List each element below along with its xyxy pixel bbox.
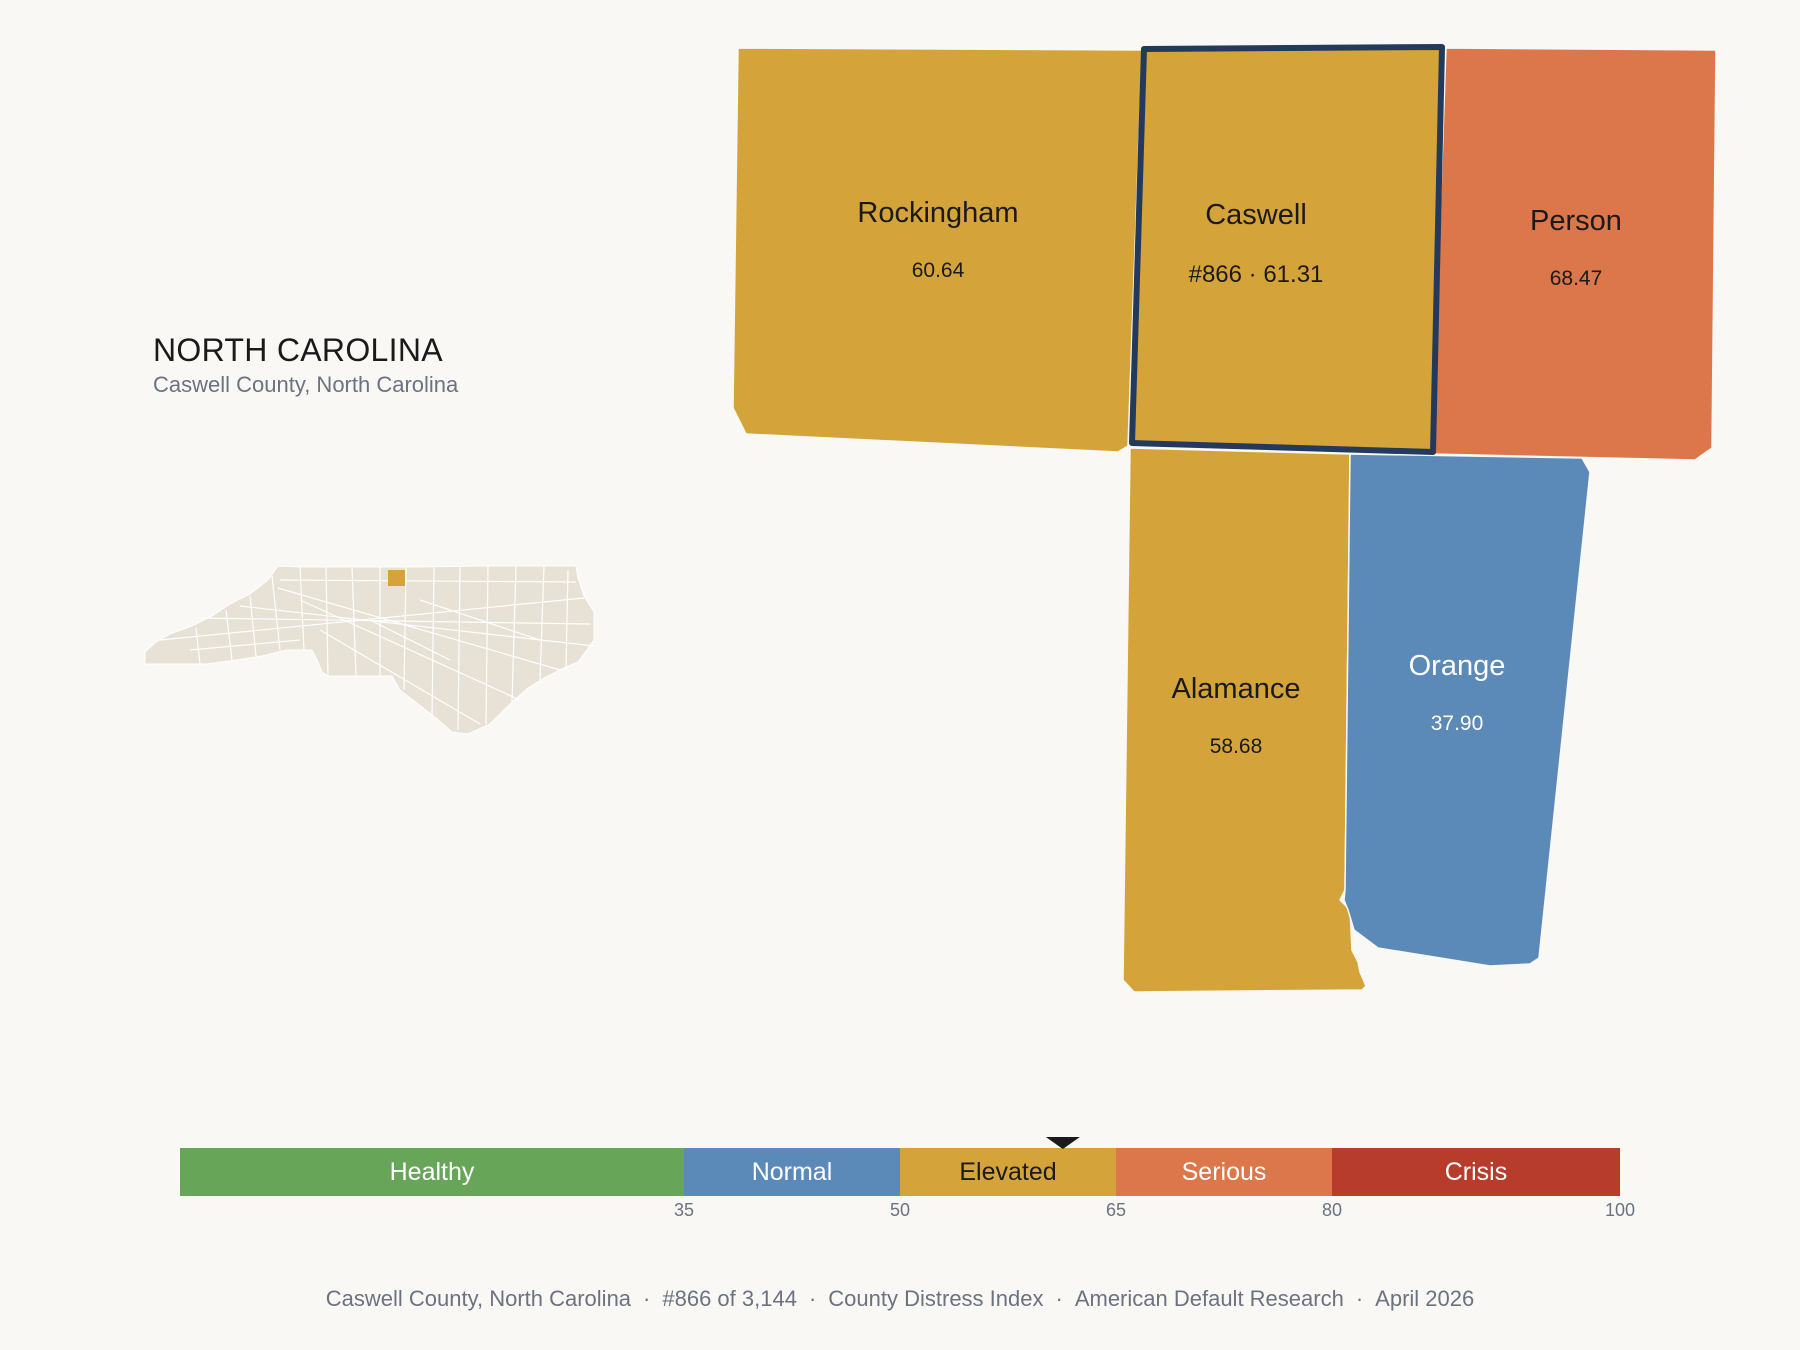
scale-band-label-healthy: Healthy	[390, 1158, 475, 1186]
state-title: NORTH CAROLINA	[153, 332, 443, 368]
county-value-person: 68.47	[1550, 267, 1603, 290]
scale-band-label-normal: Normal	[752, 1158, 833, 1186]
scale-tick-100: 100	[1605, 1200, 1635, 1220]
county-labels: Rockingham 60.64 Caswell #866 · 61.31 Pe…	[857, 197, 1622, 758]
scale-tick-50: 50	[890, 1200, 910, 1220]
footer-index: County Distress Index	[828, 1286, 1044, 1311]
county-value-caswell: #866 · 61.31	[1189, 261, 1324, 288]
county-label-orange: Orange	[1409, 650, 1506, 682]
scale-band-serious	[1116, 1148, 1332, 1196]
scale-band-crisis	[1332, 1148, 1620, 1196]
scale-band-label-serious: Serious	[1182, 1158, 1267, 1186]
county-alamance[interactable]	[1122, 447, 1367, 993]
county-label-caswell: Caswell	[1205, 199, 1307, 231]
footer-separator: ·	[1055, 1286, 1063, 1311]
footer-separator: ·	[808, 1286, 817, 1311]
state-inset-shape	[144, 565, 595, 735]
county-label-alamance: Alamance	[1172, 673, 1301, 705]
county-label-rockingham: Rockingham	[857, 197, 1018, 229]
scale-band-label-crisis: Crisis	[1445, 1158, 1508, 1186]
scale-tick-80: 80	[1322, 1200, 1342, 1220]
county-caswell[interactable]	[1129, 44, 1445, 455]
footer-source: American Default Research	[1074, 1286, 1344, 1311]
scale-tick-35: 35	[674, 1200, 694, 1220]
scale-band-label-elevated: Elevated	[959, 1158, 1056, 1186]
county-map	[732, 44, 1717, 993]
state-inset-map	[144, 565, 595, 735]
footer-date: April 2026	[1375, 1286, 1475, 1311]
county-rockingham[interactable]	[732, 47, 1143, 453]
scale-band-elevated	[900, 1148, 1116, 1196]
scale-band-normal	[684, 1148, 900, 1196]
footer-separator: ·	[1355, 1286, 1364, 1311]
county-value-orange: 37.90	[1431, 712, 1484, 735]
scale-marker	[1045, 1137, 1080, 1149]
scale-band-healthy	[180, 1148, 684, 1196]
state-inset-selected-county	[388, 570, 405, 586]
county-value-rockingham: 60.64	[912, 259, 965, 282]
state-inset-county-lines	[159, 565, 595, 731]
county-value-alamance: 58.68	[1210, 735, 1263, 758]
scale-bands: Healthy Normal Elevated Serious Crisis	[180, 1148, 1620, 1196]
footer-county: Caswell County, North Carolina	[325, 1286, 632, 1311]
county-orange[interactable]	[1343, 453, 1591, 967]
county-person[interactable]	[1431, 47, 1717, 461]
distress-scale: Healthy Normal Elevated Serious Crisis 35 50 6…	[180, 1137, 1635, 1220]
footer-caption: Caswell County, North Carolina · #866 of 3…	[0, 1286, 1800, 1312]
scale-tick-65: 65	[1106, 1200, 1126, 1220]
state-subtitle: Caswell County, North Carolina	[153, 372, 459, 397]
county-label-person: Person	[1530, 205, 1622, 237]
scale-ticks: 35 50 65 80 100	[674, 1200, 1635, 1220]
footer-separator: ·	[643, 1286, 651, 1311]
footer-rank: #866 of 3,144	[662, 1286, 797, 1311]
